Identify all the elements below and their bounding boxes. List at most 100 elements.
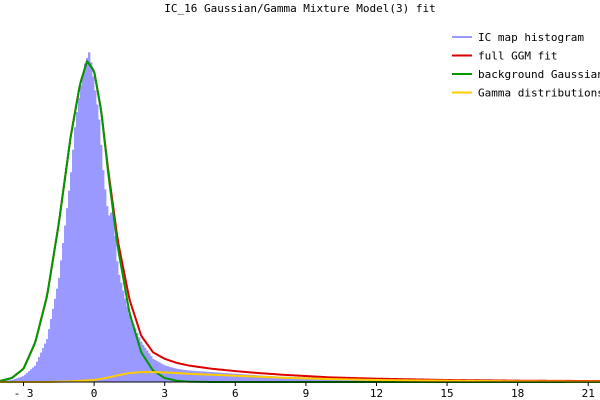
histogram-bar [292,377,295,382]
histogram-bar [94,90,97,382]
histogram-bar [84,63,87,382]
histogram-bar [38,357,41,382]
histogram-bar [222,372,225,382]
histogram-bar [88,52,91,382]
histogram-bar [124,298,127,382]
histogram-bar [54,298,57,382]
x-axis-ticks: - 3 0 3 6 9 12 15 18 21 [14,382,595,400]
histogram-bar [240,374,243,382]
histogram-bar [102,170,105,382]
legend-label: full GGM fit [478,50,557,63]
histogram-bar [76,111,79,382]
histogram-bar [132,323,135,382]
histogram-bar [134,328,137,382]
histogram-bar [206,371,209,382]
histogram-bar [138,337,141,382]
histogram-bar [232,373,235,382]
histogram-bar [288,376,291,382]
histogram-bar [74,127,77,382]
histogram-bar [228,373,231,382]
histogram-bar [274,376,277,382]
histogram-bar [104,189,107,382]
histogram-bar [42,348,45,382]
histogram-bar [80,85,83,383]
histogram-bar [36,361,39,382]
histogram-bar [202,371,205,382]
x-tick-label: 21 [582,387,595,400]
histogram-bar [116,261,119,382]
histogram-bar [50,319,53,382]
histogram-bar [254,375,257,382]
histogram-bar [166,366,169,382]
x-tick-label: - 3 [14,387,34,400]
histogram-bar [276,376,279,382]
histogram-bar [302,377,305,382]
histogram-bar [118,274,121,382]
histogram-bar [34,365,37,382]
x-tick-label: 6 [232,387,239,400]
histogram-bar [20,376,23,382]
histogram-bar [282,376,285,382]
histogram-bar [106,206,109,382]
histogram-bar [108,215,111,382]
histogram-bar [200,371,203,382]
histogram-bar [90,62,93,382]
histogram-bar [96,104,99,382]
histogram-bar [64,225,67,382]
histogram-bar [86,57,89,382]
histogram-bar [260,375,263,382]
histogram-bar [60,260,63,382]
histogram-bar [176,368,179,382]
x-tick-label: 18 [511,387,524,400]
histogram-bar [190,370,193,382]
histogram-bar [136,332,139,382]
histogram-bar [318,377,321,382]
histogram-bar [248,374,251,382]
x-tick-label: 0 [91,387,98,400]
histogram-bar [172,367,175,382]
chart-title: IC_16 Gaussian/Gamma Mixture Model(3) fi… [164,2,436,15]
x-tick-label: 3 [161,387,168,400]
histogram-bar [44,343,47,382]
histogram-bar [46,339,49,382]
histogram-bar [194,370,197,382]
histogram-bar [148,353,151,382]
histogram-bar [250,374,253,382]
histogram-bar [122,290,125,382]
histogram-bar [304,377,307,382]
histogram-bar [242,374,245,382]
histogram-bar [264,375,267,382]
histogram-bar [256,375,259,382]
histogram-bar [270,376,273,382]
histogram-bar [300,377,303,382]
legend-label: Gamma distributions [478,87,600,100]
histogram-bar [30,369,33,382]
histogram-bar [298,377,301,382]
histogram-bar [284,376,287,382]
histogram-bar [142,344,145,382]
histogram-layer [0,52,600,383]
histogram-bar [32,367,35,382]
histogram-bar [224,373,227,382]
histogram-bar [144,347,147,382]
histogram-bar [230,373,233,382]
histogram-bar [316,377,319,382]
histogram-bar [24,374,27,382]
histogram-bar [212,372,215,382]
histogram-bar [294,377,297,382]
histogram-bar [314,377,317,382]
x-tick-label: 12 [370,387,383,400]
histogram-bar [286,376,289,382]
histogram-bar [198,371,201,382]
histogram-bar [312,377,315,382]
histogram-bar [72,149,75,382]
legend-label: background Gaussian [478,68,600,81]
histogram-bar [280,376,283,382]
histogram-bar [290,376,293,382]
histogram-bar [324,377,327,382]
histogram-bar [238,373,241,382]
histogram-bar [168,366,171,382]
histogram-bar [210,372,213,382]
